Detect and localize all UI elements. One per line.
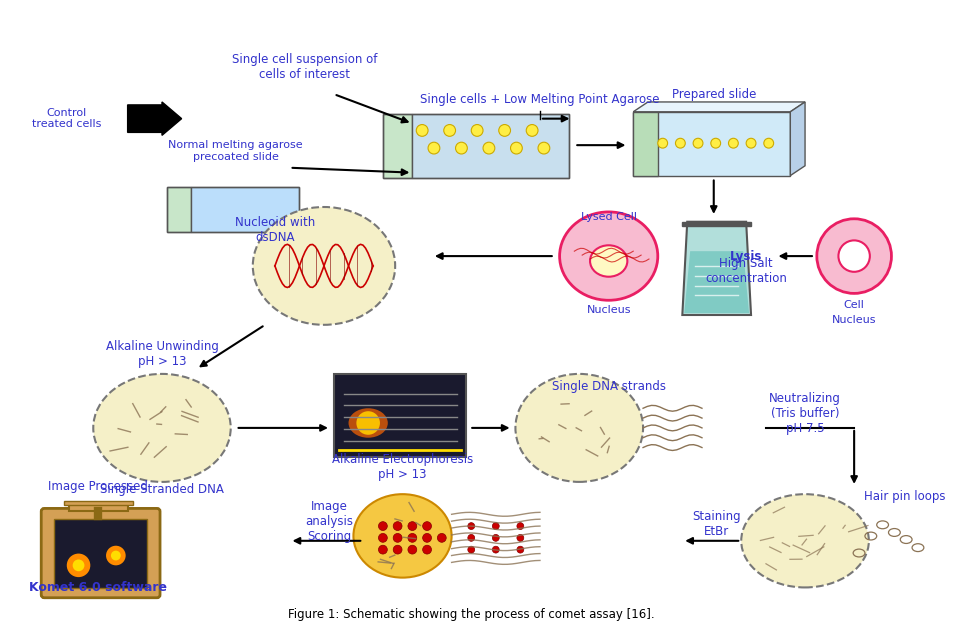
Polygon shape (790, 102, 805, 176)
Circle shape (378, 522, 387, 530)
Text: Hair pin loops: Hair pin loops (864, 490, 946, 503)
Text: Nucleus: Nucleus (832, 315, 876, 325)
Circle shape (516, 546, 524, 553)
Circle shape (408, 534, 417, 542)
FancyBboxPatch shape (334, 374, 467, 457)
Text: Komet 6.0 software: Komet 6.0 software (29, 581, 167, 595)
Ellipse shape (93, 374, 230, 482)
Circle shape (67, 554, 90, 577)
Ellipse shape (741, 494, 869, 587)
Text: High Salt
concentration: High Salt concentration (706, 257, 787, 285)
Polygon shape (634, 102, 805, 112)
Text: Alkaline Electrophoresis
pH > 13: Alkaline Electrophoresis pH > 13 (332, 453, 473, 481)
Circle shape (378, 534, 387, 542)
Bar (167, 187, 300, 232)
Circle shape (516, 523, 524, 530)
Text: Image Processed: Image Processed (48, 480, 148, 493)
FancyBboxPatch shape (413, 114, 569, 178)
Circle shape (511, 142, 522, 154)
Circle shape (658, 138, 667, 148)
Ellipse shape (353, 494, 451, 578)
Text: Lysed Cell: Lysed Cell (581, 212, 636, 222)
Circle shape (356, 411, 380, 435)
Circle shape (746, 138, 756, 148)
Polygon shape (684, 251, 749, 313)
Circle shape (483, 142, 494, 154)
FancyArrow shape (128, 102, 181, 135)
Text: Image
analysis
Scoring: Image analysis Scoring (305, 500, 353, 542)
Text: Prepared slide: Prepared slide (672, 88, 756, 101)
Text: Staining
EtBr: Staining EtBr (692, 510, 741, 538)
FancyBboxPatch shape (191, 187, 300, 232)
FancyBboxPatch shape (63, 501, 132, 505)
Text: Lysis: Lysis (730, 249, 762, 263)
Circle shape (710, 138, 721, 148)
Polygon shape (683, 222, 751, 315)
FancyBboxPatch shape (383, 114, 413, 178)
FancyBboxPatch shape (167, 187, 191, 232)
Circle shape (492, 534, 499, 541)
Circle shape (817, 219, 892, 294)
FancyBboxPatch shape (54, 519, 147, 588)
Circle shape (73, 559, 84, 571)
Circle shape (422, 545, 431, 554)
Circle shape (408, 522, 417, 530)
Circle shape (764, 138, 774, 148)
FancyBboxPatch shape (41, 508, 160, 598)
Circle shape (438, 534, 446, 542)
Bar (383, 114, 569, 178)
Circle shape (394, 522, 402, 530)
FancyBboxPatch shape (69, 503, 128, 512)
Ellipse shape (516, 374, 643, 482)
Circle shape (408, 545, 417, 554)
Bar (683, 222, 751, 226)
Text: Neutralizing
(Tris buffer)
pH 7.5: Neutralizing (Tris buffer) pH 7.5 (769, 392, 841, 435)
Circle shape (468, 523, 474, 530)
Circle shape (444, 125, 456, 136)
Circle shape (394, 534, 402, 542)
Circle shape (526, 125, 538, 136)
Circle shape (468, 546, 474, 553)
Circle shape (428, 142, 440, 154)
Circle shape (499, 125, 511, 136)
Text: Single cell suspension of
cells of interest: Single cell suspension of cells of inter… (231, 53, 377, 81)
Text: Single DNA strands: Single DNA strands (552, 380, 665, 393)
Circle shape (492, 523, 499, 530)
Text: Single Stranded DNA: Single Stranded DNA (100, 483, 224, 496)
Circle shape (693, 138, 703, 148)
Circle shape (676, 138, 685, 148)
Text: Single cells + Low Melting Point Agarose: Single cells + Low Melting Point Agarose (420, 93, 660, 105)
Ellipse shape (348, 408, 388, 438)
Ellipse shape (590, 245, 627, 277)
Circle shape (106, 546, 126, 565)
Circle shape (838, 241, 870, 272)
Circle shape (378, 545, 387, 554)
Circle shape (417, 125, 428, 136)
Text: Control
treated cells: Control treated cells (32, 108, 102, 129)
Circle shape (111, 551, 121, 561)
FancyBboxPatch shape (634, 112, 790, 176)
Text: Nucleus: Nucleus (587, 305, 631, 315)
Text: Cell: Cell (844, 300, 865, 310)
Circle shape (468, 534, 474, 541)
Circle shape (456, 142, 468, 154)
Circle shape (729, 138, 738, 148)
Circle shape (422, 522, 431, 530)
Circle shape (394, 545, 402, 554)
Circle shape (516, 534, 524, 541)
Circle shape (492, 546, 499, 553)
Text: Nucleoid with
dsDNA: Nucleoid with dsDNA (235, 215, 315, 244)
Text: Normal melting agarose
precoated slide: Normal melting agarose precoated slide (168, 140, 303, 162)
Ellipse shape (252, 207, 396, 325)
Circle shape (471, 125, 483, 136)
Ellipse shape (560, 212, 658, 301)
Circle shape (538, 142, 550, 154)
FancyBboxPatch shape (634, 112, 658, 176)
Text: Figure 1: Schematic showing the process of comet assay [16].: Figure 1: Schematic showing the process … (288, 608, 655, 621)
Circle shape (422, 534, 431, 542)
Text: Alkaline Unwinding
pH > 13: Alkaline Unwinding pH > 13 (106, 340, 219, 369)
